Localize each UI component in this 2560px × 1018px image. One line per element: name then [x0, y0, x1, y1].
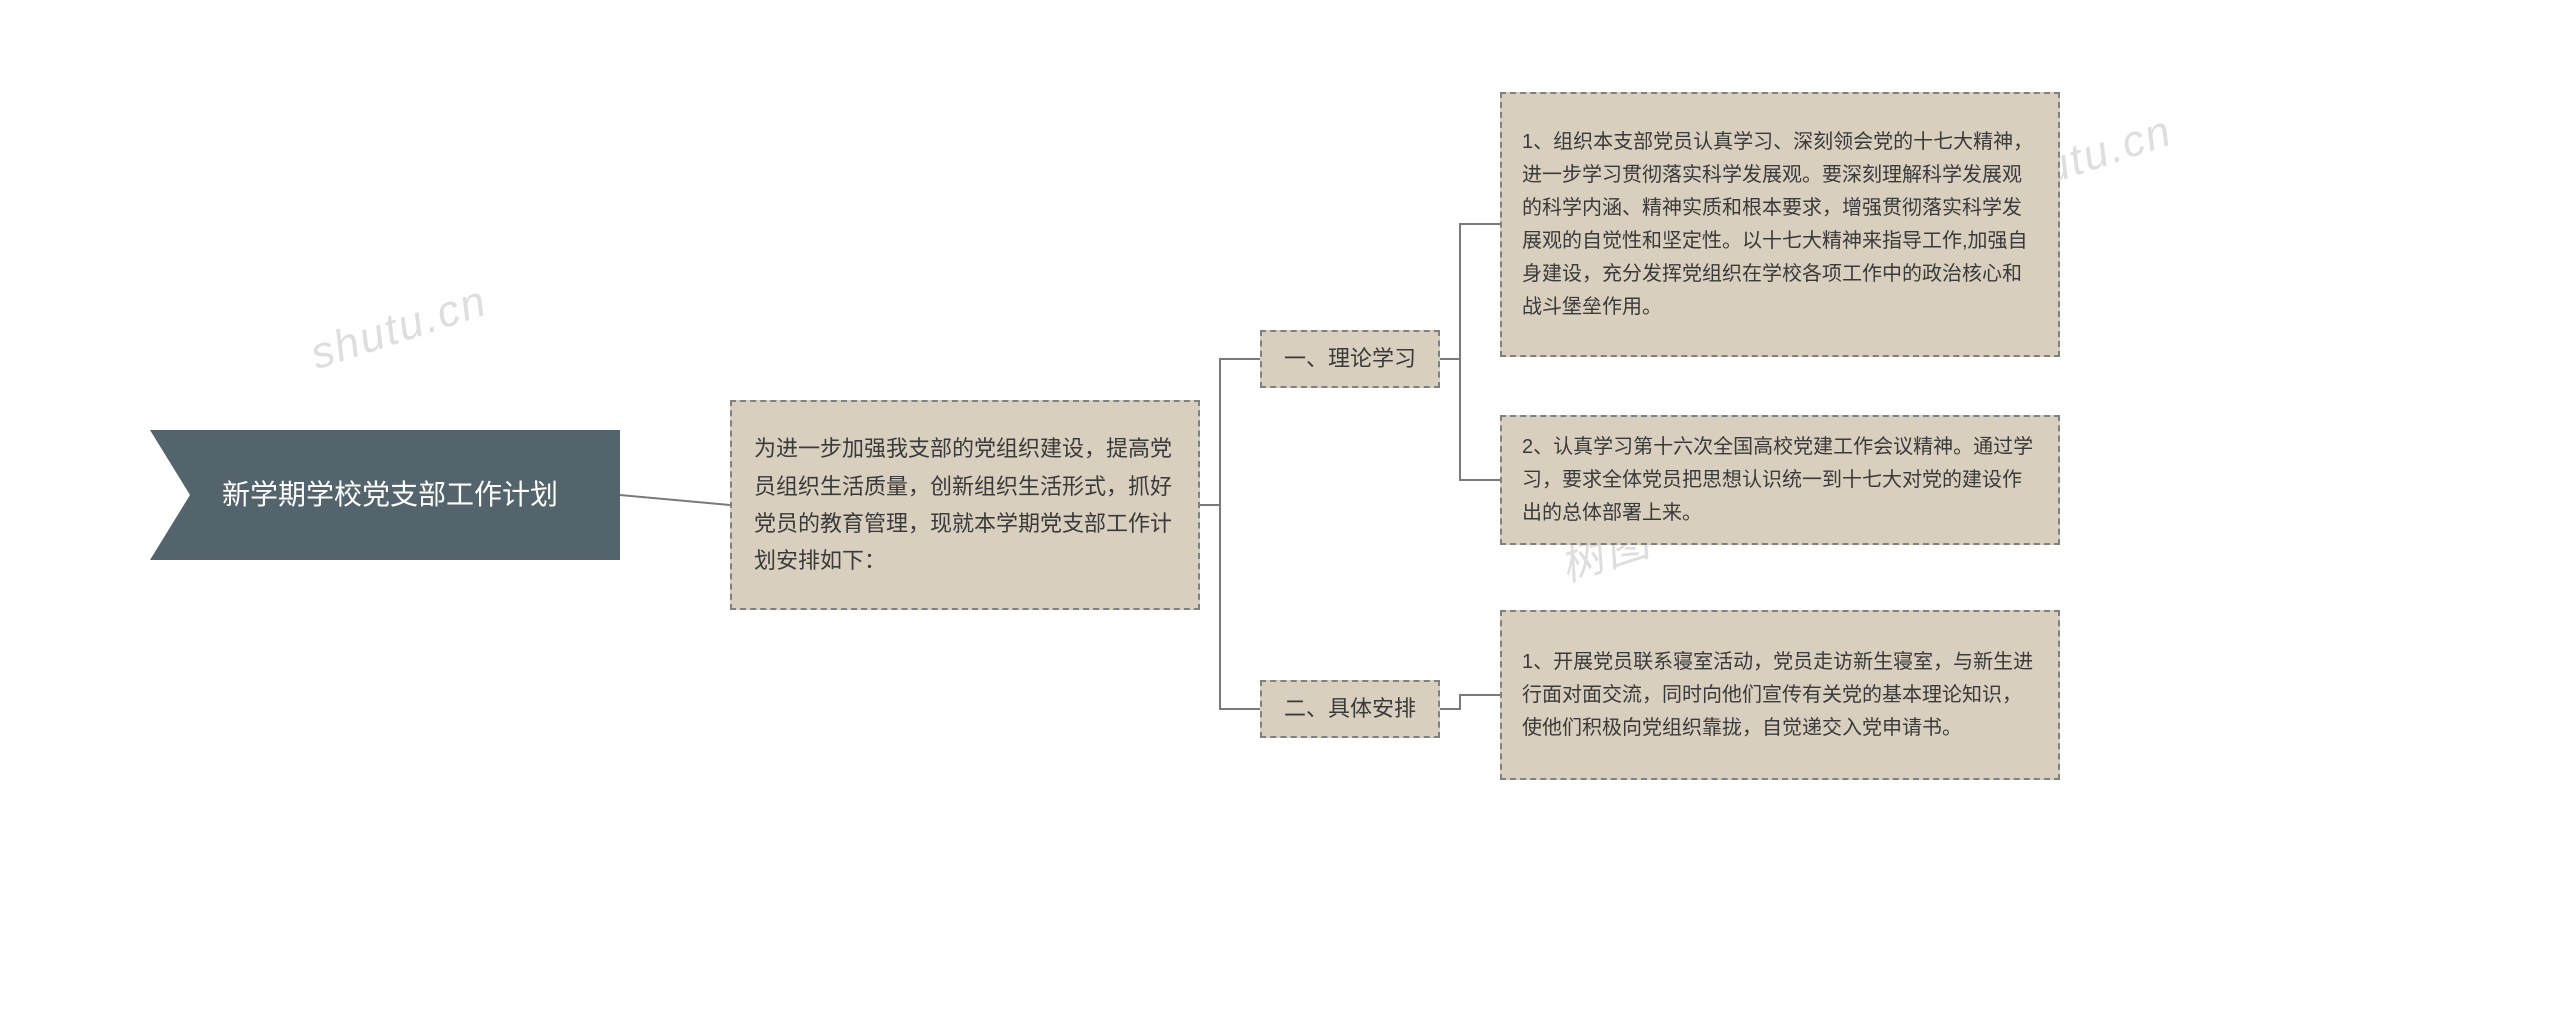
connector-intro-branches — [1200, 350, 1260, 720]
watermark: shutu.cn — [305, 276, 494, 380]
branch-theory[interactable]: 一、理论学习 — [1260, 330, 1440, 388]
root-label: 新学期学校党支部工作计划 — [222, 473, 558, 518]
intro-text: 为进一步加强我支部的党组织建设，提高党员组织生活质量，创新组织生活形式，抓好党员… — [754, 430, 1176, 580]
leaf-2-text: 2、认真学习第十六次全国高校党建工作会议精神。通过学习，要求全体党员把思想认识统… — [1522, 431, 2038, 530]
connector-branch2-leaf3 — [1440, 690, 1500, 720]
leaf-node-3[interactable]: 1、开展党员联系寝室活动，党员走访新生寝室，与新生进行面对面交流，同时向他们宣传… — [1500, 610, 2060, 780]
leaf-1-text: 1、组织本支部党员认真学习、深刻领会党的十七大精神，进一步学习贯彻落实科学发展观… — [1522, 126, 2038, 324]
leaf-node-2[interactable]: 2、认真学习第十六次全国高校党建工作会议精神。通过学习，要求全体党员把思想认识统… — [1500, 415, 2060, 545]
connector-branch1-leaves — [1440, 215, 1500, 495]
leaf-3-text: 1、开展党员联系寝室活动，党员走访新生寝室，与新生进行面对面交流，同时向他们宣传… — [1522, 646, 2038, 745]
branch-arrangement[interactable]: 二、具体安排 — [1260, 680, 1440, 738]
root-node[interactable]: 新学期学校党支部工作计划 — [150, 430, 620, 560]
leaf-node-1[interactable]: 1、组织本支部党员认真学习、深刻领会党的十七大精神，进一步学习贯彻落实科学发展观… — [1500, 92, 2060, 357]
intro-node[interactable]: 为进一步加强我支部的党组织建设，提高党员组织生活质量，创新组织生活形式，抓好党员… — [730, 400, 1200, 610]
connector-root-intro — [620, 490, 730, 510]
branch-arrangement-label: 二、具体安排 — [1284, 690, 1416, 727]
branch-theory-label: 一、理论学习 — [1284, 340, 1416, 377]
